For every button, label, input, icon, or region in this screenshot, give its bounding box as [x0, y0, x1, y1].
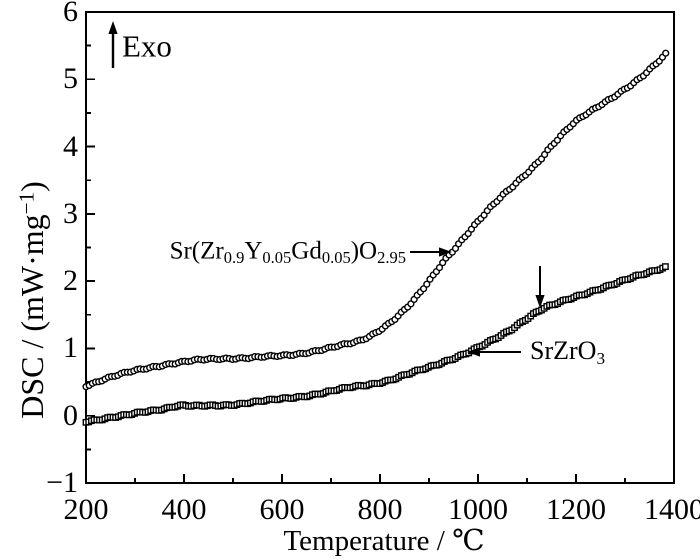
x-tick-label: 200 — [63, 493, 109, 526]
subscript-run: 3 — [596, 348, 606, 368]
upper-curve-pointer-arrow-icon — [410, 247, 452, 257]
text-run: Gd — [291, 237, 322, 265]
y-tick-label: 0 — [63, 398, 78, 432]
y-tick-label: 2 — [63, 264, 78, 298]
y-tick-label: 6 — [63, 0, 78, 28]
lower-curve-pointer-arrow-icon — [467, 347, 521, 357]
x-tick-label: 1000 — [448, 493, 508, 526]
subscript-run: 0.05 — [262, 248, 292, 268]
text-run: SrZrO — [530, 336, 597, 365]
y-tick-label: 3 — [63, 196, 78, 230]
series-label-sr-zr-y-gd-o: Sr(Zr0.9Y0.05Gd0.05)O2.95 — [169, 237, 406, 268]
x-tick-label: 800 — [357, 493, 403, 526]
y-tick-label: 4 — [63, 129, 78, 163]
y-tick-label: 1 — [63, 331, 78, 365]
axis-ticks — [85, 11, 675, 484]
y-tick-label: −1 — [46, 466, 78, 499]
subscript-run: 2.95 — [377, 248, 406, 268]
x-axis-title: Temperature / ℃ — [283, 525, 485, 557]
series-circles-sr-zr-y-gd-o — [82, 49, 670, 391]
subscript-run: 0.05 — [321, 248, 351, 268]
y-axis-title: DSC / (mW·mg−1) — [14, 181, 50, 419]
x-tick-label: 400 — [161, 493, 207, 526]
exo-up-arrow-icon — [108, 21, 118, 68]
text-run: Y — [244, 237, 263, 265]
x-tick-label: 1200 — [546, 493, 606, 526]
series-squares-srzro3 — [82, 263, 669, 426]
subscript-run: 0.9 — [223, 248, 245, 268]
text-run: Sr(Zr — [169, 237, 224, 265]
series-label-srzro3: SrZrO3 — [530, 336, 605, 367]
x-tick-label: 600 — [259, 493, 305, 526]
text-run: DSC / (mW·mg — [14, 214, 50, 419]
exo-label: Exo — [122, 28, 172, 64]
x-tick-label: 1400 — [644, 493, 700, 526]
superscript-run: −1 — [14, 191, 39, 215]
text-run: ) — [14, 181, 50, 192]
transition-down-arrow-icon — [535, 266, 545, 308]
text-run: )O — [350, 237, 378, 265]
y-tick-label: 5 — [63, 62, 78, 96]
